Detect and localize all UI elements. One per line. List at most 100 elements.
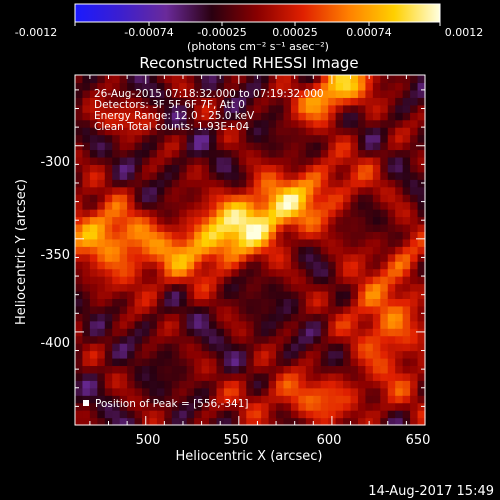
heatmap-cell — [328, 320, 337, 329]
heatmap-cell — [305, 89, 314, 98]
heatmap-cell — [320, 253, 329, 262]
heatmap-cell — [194, 216, 203, 225]
heatmap-cell — [164, 149, 173, 158]
heatmap-cell — [313, 75, 322, 84]
heatmap-cell — [283, 97, 292, 106]
heatmap-cell — [231, 142, 240, 151]
heatmap-cell — [231, 156, 240, 165]
heatmap-cell — [350, 194, 359, 203]
heatmap-cell — [223, 97, 232, 106]
heatmap-cell — [142, 328, 151, 337]
heatmap-cell — [268, 350, 277, 359]
heatmap-cell — [231, 335, 240, 344]
heatmap-cell — [372, 156, 381, 165]
heatmap-cell — [268, 276, 277, 285]
heatmap-cell — [387, 89, 396, 98]
heatmap-cell — [156, 112, 165, 121]
heatmap-cell — [328, 372, 337, 381]
heatmap-cell — [343, 231, 352, 240]
heatmap-cell — [380, 127, 389, 136]
heatmap-cell — [142, 149, 151, 158]
heatmap-cell — [343, 89, 352, 98]
heatmap-cell — [328, 298, 337, 307]
heatmap-cell — [268, 253, 277, 262]
heatmap-cell — [350, 119, 359, 128]
heatmap-cell — [290, 410, 300, 419]
heatmap-cell — [253, 216, 262, 225]
heatmap-cell — [156, 402, 165, 411]
heatmap-cell — [320, 82, 329, 91]
heatmap-cell — [290, 372, 300, 381]
heatmap-cell — [142, 298, 151, 307]
heatmap-cell — [89, 261, 98, 270]
heatmap-cell — [335, 209, 344, 218]
heatmap-cell — [395, 417, 404, 426]
heatmap-cell — [223, 372, 232, 381]
heatmap-cell — [328, 365, 337, 374]
heatmap-cell — [149, 156, 158, 165]
heatmap-cell — [350, 186, 359, 195]
heatmap-cell — [127, 350, 136, 359]
heatmap-cell — [164, 171, 173, 180]
heatmap-cell — [97, 313, 106, 322]
heatmap-cell — [350, 313, 359, 322]
heatmap-cell — [142, 104, 151, 113]
heatmap-cell — [357, 335, 367, 344]
heatmap-cell — [223, 149, 232, 158]
heatmap-cell — [365, 223, 374, 232]
heatmap-cell — [357, 372, 367, 381]
heatmap-cell — [194, 201, 203, 210]
heatmap-cell — [112, 268, 121, 277]
heatmap-cell — [186, 357, 195, 367]
heatmap-cell — [402, 328, 411, 337]
heatmap-cell — [75, 365, 84, 374]
heatmap-cell — [276, 417, 285, 426]
heatmap-cell — [320, 186, 329, 195]
heatmap-cell — [380, 313, 389, 322]
heatmap-cell — [305, 380, 314, 389]
heatmap-cell — [305, 194, 314, 203]
heatmap-cell — [402, 290, 411, 300]
heatmap-cell — [276, 142, 285, 151]
heatmap-cell — [179, 387, 188, 396]
heatmap-cell — [417, 343, 426, 352]
heatmap-cell — [149, 395, 158, 404]
heatmap-cell — [186, 290, 195, 300]
heatmap-cell — [357, 89, 367, 98]
heatmap-cell — [134, 328, 143, 337]
heatmap-cell — [253, 283, 262, 292]
heatmap-cell — [179, 156, 188, 165]
heatmap-cell — [246, 179, 255, 188]
heatmap-cell — [119, 164, 128, 173]
heatmap-cell — [246, 186, 255, 195]
heatmap-cell — [112, 261, 121, 270]
heatmap-cell — [156, 127, 165, 136]
heatmap-cell — [387, 223, 396, 232]
heatmap-cell — [156, 82, 165, 91]
heatmap-cell — [380, 335, 389, 344]
heatmap-cell — [253, 402, 262, 411]
heatmap-cell — [127, 231, 136, 240]
heatmap-cell — [156, 365, 165, 374]
heatmap-cell — [276, 119, 285, 128]
heatmap-cell — [201, 223, 210, 232]
heatmap-cell — [156, 320, 165, 329]
heatmap-cell — [365, 261, 374, 270]
heatmap-cell — [283, 395, 292, 404]
heatmap-cell — [387, 156, 396, 165]
heatmap-cell — [97, 119, 106, 128]
heatmap-cell — [395, 97, 404, 106]
heatmap-cell — [238, 350, 247, 359]
heatmap-cell — [328, 142, 337, 151]
heatmap-cell — [372, 134, 381, 143]
heatmap-cell — [402, 119, 411, 128]
heatmap-cell — [75, 305, 84, 314]
heatmap-cell — [171, 82, 180, 91]
heatmap-cell — [82, 209, 91, 218]
heatmap-cell — [134, 350, 143, 359]
heatmap-cell — [97, 328, 106, 337]
heatmap-cell — [387, 350, 396, 359]
heatmap-cell — [372, 194, 381, 203]
heatmap-cell — [156, 343, 165, 352]
heatmap-cell — [142, 313, 151, 322]
